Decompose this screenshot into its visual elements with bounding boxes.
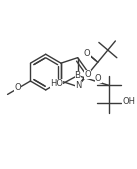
Text: N: N	[75, 81, 82, 90]
Text: O: O	[84, 49, 91, 58]
Text: O: O	[14, 83, 21, 92]
Text: OH: OH	[122, 97, 135, 106]
Text: HO: HO	[50, 79, 63, 88]
Text: B: B	[75, 71, 81, 80]
Text: O: O	[84, 70, 91, 79]
Text: O: O	[95, 74, 102, 83]
